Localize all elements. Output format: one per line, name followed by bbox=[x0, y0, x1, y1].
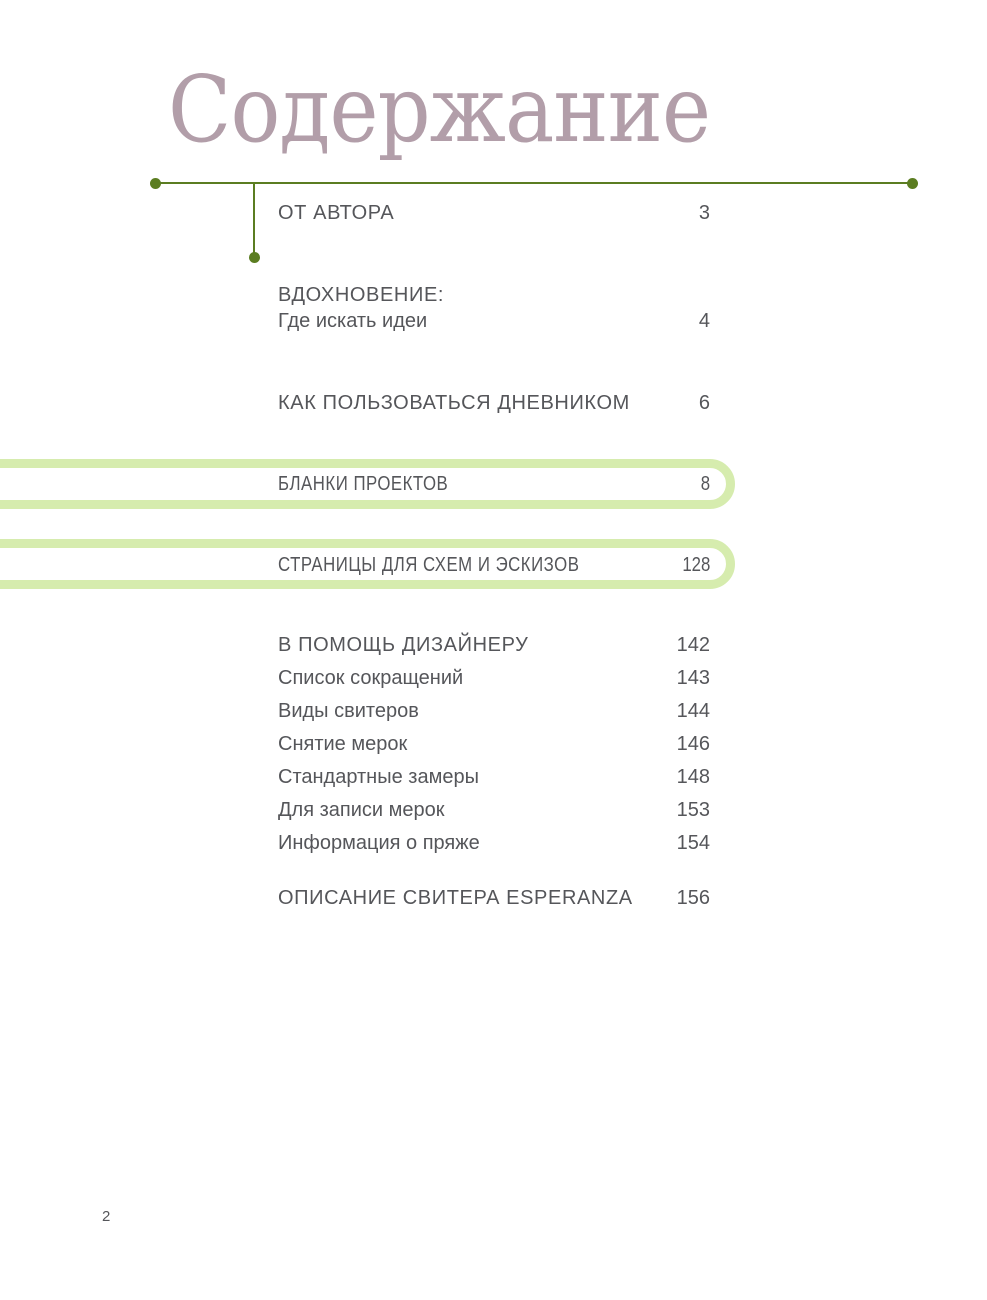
toc-entry-standartnye-zamery: Стандартные замеры 148 bbox=[278, 764, 710, 790]
toc-entry-v-pomoshch-dizayneru: В ПОМОЩЬ ДИЗАЙНЕРУ 142 bbox=[278, 632, 710, 658]
toc-entry-spisok-sokrashcheniy: Список сокращений 143 bbox=[278, 665, 710, 691]
toc-entry-page: 154 bbox=[676, 832, 710, 854]
divider-dot-left bbox=[150, 178, 161, 189]
toc-entry-informatsiya-o-pryazhe: Информация о пряже 154 bbox=[278, 830, 710, 856]
toc-entry-label: Виды свитеров bbox=[278, 700, 419, 722]
highlight-pill-project-forms bbox=[0, 459, 735, 509]
toc-entry-label: Список сокращений bbox=[278, 667, 464, 689]
toc-entry-label: Стандартные замеры bbox=[278, 766, 479, 788]
toc-entry-page: 4 bbox=[698, 310, 710, 332]
toc-entry-label: БЛАНКИ ПРОЕКТОВ bbox=[278, 473, 449, 495]
toc-entry-label: Информация о пряже bbox=[278, 832, 480, 854]
toc-entry-blanki-proektov: БЛАНКИ ПРОЕКТОВ 8 bbox=[278, 471, 710, 497]
toc-entry-page: 142 bbox=[676, 634, 710, 656]
toc-entry-page: 6 bbox=[698, 392, 710, 414]
toc-entry-label-line1: ВДОХНОВЕНИЕ: bbox=[278, 284, 445, 306]
divider-dot-right bbox=[907, 178, 918, 189]
page-number: 2 bbox=[102, 1208, 111, 1225]
toc-entry-page: 144 bbox=[676, 700, 710, 722]
toc-entry-label: ВДОХНОВЕНИЕ: Где искать идеи bbox=[278, 282, 444, 334]
toc-entry-page: 143 bbox=[676, 667, 710, 689]
toc-entry-page: 148 bbox=[676, 766, 710, 788]
horizontal-divider-line bbox=[155, 182, 913, 184]
toc-entry-page: 146 bbox=[676, 733, 710, 755]
toc-entry-opisanie-svitera: ОПИСАНИЕ СВИТЕРА ESPERANZA 156 bbox=[278, 885, 710, 911]
toc-entry-label: Для записи мерок bbox=[278, 799, 445, 821]
toc-entry-page: 8 bbox=[700, 473, 710, 495]
toc-entry-label: В ПОМОЩЬ ДИЗАЙНЕРУ bbox=[278, 634, 529, 656]
highlight-pill-chart-pages bbox=[0, 539, 735, 589]
toc-entry-label-line2: Где искать идеи bbox=[278, 310, 428, 332]
toc-entry-label: ОТ АВТОРА bbox=[278, 202, 395, 224]
toc-entry-page: 128 bbox=[681, 554, 710, 576]
toc-entry-page: 153 bbox=[676, 799, 710, 821]
page-title: Содержание bbox=[168, 56, 711, 163]
toc-entry-label: СТРАНИЦЫ ДЛЯ СХЕМ И ЭСКИЗОВ bbox=[278, 554, 580, 576]
tick-dot bbox=[249, 252, 260, 263]
toc-entry-kak-polzovatsya: КАК ПОЛЬЗОВАТЬСЯ ДНЕВНИКОМ 6 bbox=[278, 390, 710, 416]
toc-entry-stranitsy-dlya-skhem: СТРАНИЦЫ ДЛЯ СХЕМ И ЭСКИЗОВ 128 bbox=[278, 552, 710, 578]
toc-entry-page: 156 bbox=[676, 887, 710, 909]
toc-entry-label: Снятие мерок bbox=[278, 733, 408, 755]
toc-entry-vidy-sviterov: Виды свитеров 144 bbox=[278, 698, 710, 724]
toc-entry-snyatie-merok: Снятие мерок 146 bbox=[278, 731, 710, 757]
toc-entry-vdokhnovenie: ВДОХНОВЕНИЕ: Где искать идеи 4 bbox=[278, 282, 710, 334]
vertical-tick-line bbox=[253, 183, 255, 253]
toc-entry-label: ОПИСАНИЕ СВИТЕРА ESPERANZA bbox=[278, 887, 633, 909]
toc-entry-ot-avtora: ОТ АВТОРА 3 bbox=[278, 200, 710, 226]
toc-entry-dlya-zapisi-merok: Для записи мерок 153 bbox=[278, 797, 710, 823]
toc-entry-page: 3 bbox=[698, 202, 710, 224]
toc-entry-label: КАК ПОЛЬЗОВАТЬСЯ ДНЕВНИКОМ bbox=[278, 392, 630, 414]
